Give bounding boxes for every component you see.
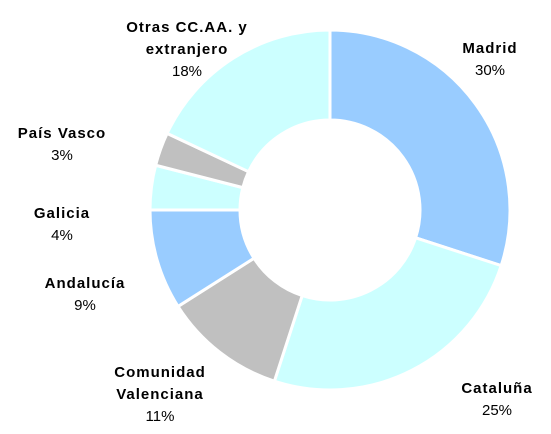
donut-segment [272, 235, 504, 392]
category-name: País Vasco [17, 125, 107, 142]
slice-label: País Vasco 3% [2, 123, 122, 167]
category-name: Comunidad Valenciana [114, 364, 206, 403]
slice-label: Comunidad Valenciana 11% [95, 362, 225, 428]
slice-label: Otras CC.AA. y extranjero 18% [100, 17, 275, 83]
value-label: 18% [171, 63, 203, 80]
value-label: 4% [51, 227, 73, 244]
slice-label: Andalucía 9% [25, 273, 145, 317]
slice-label: Cataluña 25% [437, 378, 551, 422]
category-name: Andalucía [44, 275, 126, 292]
slice-label: Madrid 30% [430, 38, 550, 82]
category-name: Otras CC.AA. y extranjero [126, 19, 248, 58]
category-name: Madrid [462, 40, 518, 57]
value-label: 30% [474, 62, 506, 79]
donut-segment [165, 28, 332, 174]
category-name: Galicia [33, 205, 91, 222]
value-label: 11% [145, 408, 175, 425]
value-label: 25% [481, 402, 513, 419]
donut-segment [328, 28, 512, 268]
slice-label: Galicia 4% [2, 203, 122, 247]
category-name: Cataluña [461, 380, 533, 397]
value-label: 9% [74, 297, 96, 314]
value-label: 3% [51, 147, 73, 164]
